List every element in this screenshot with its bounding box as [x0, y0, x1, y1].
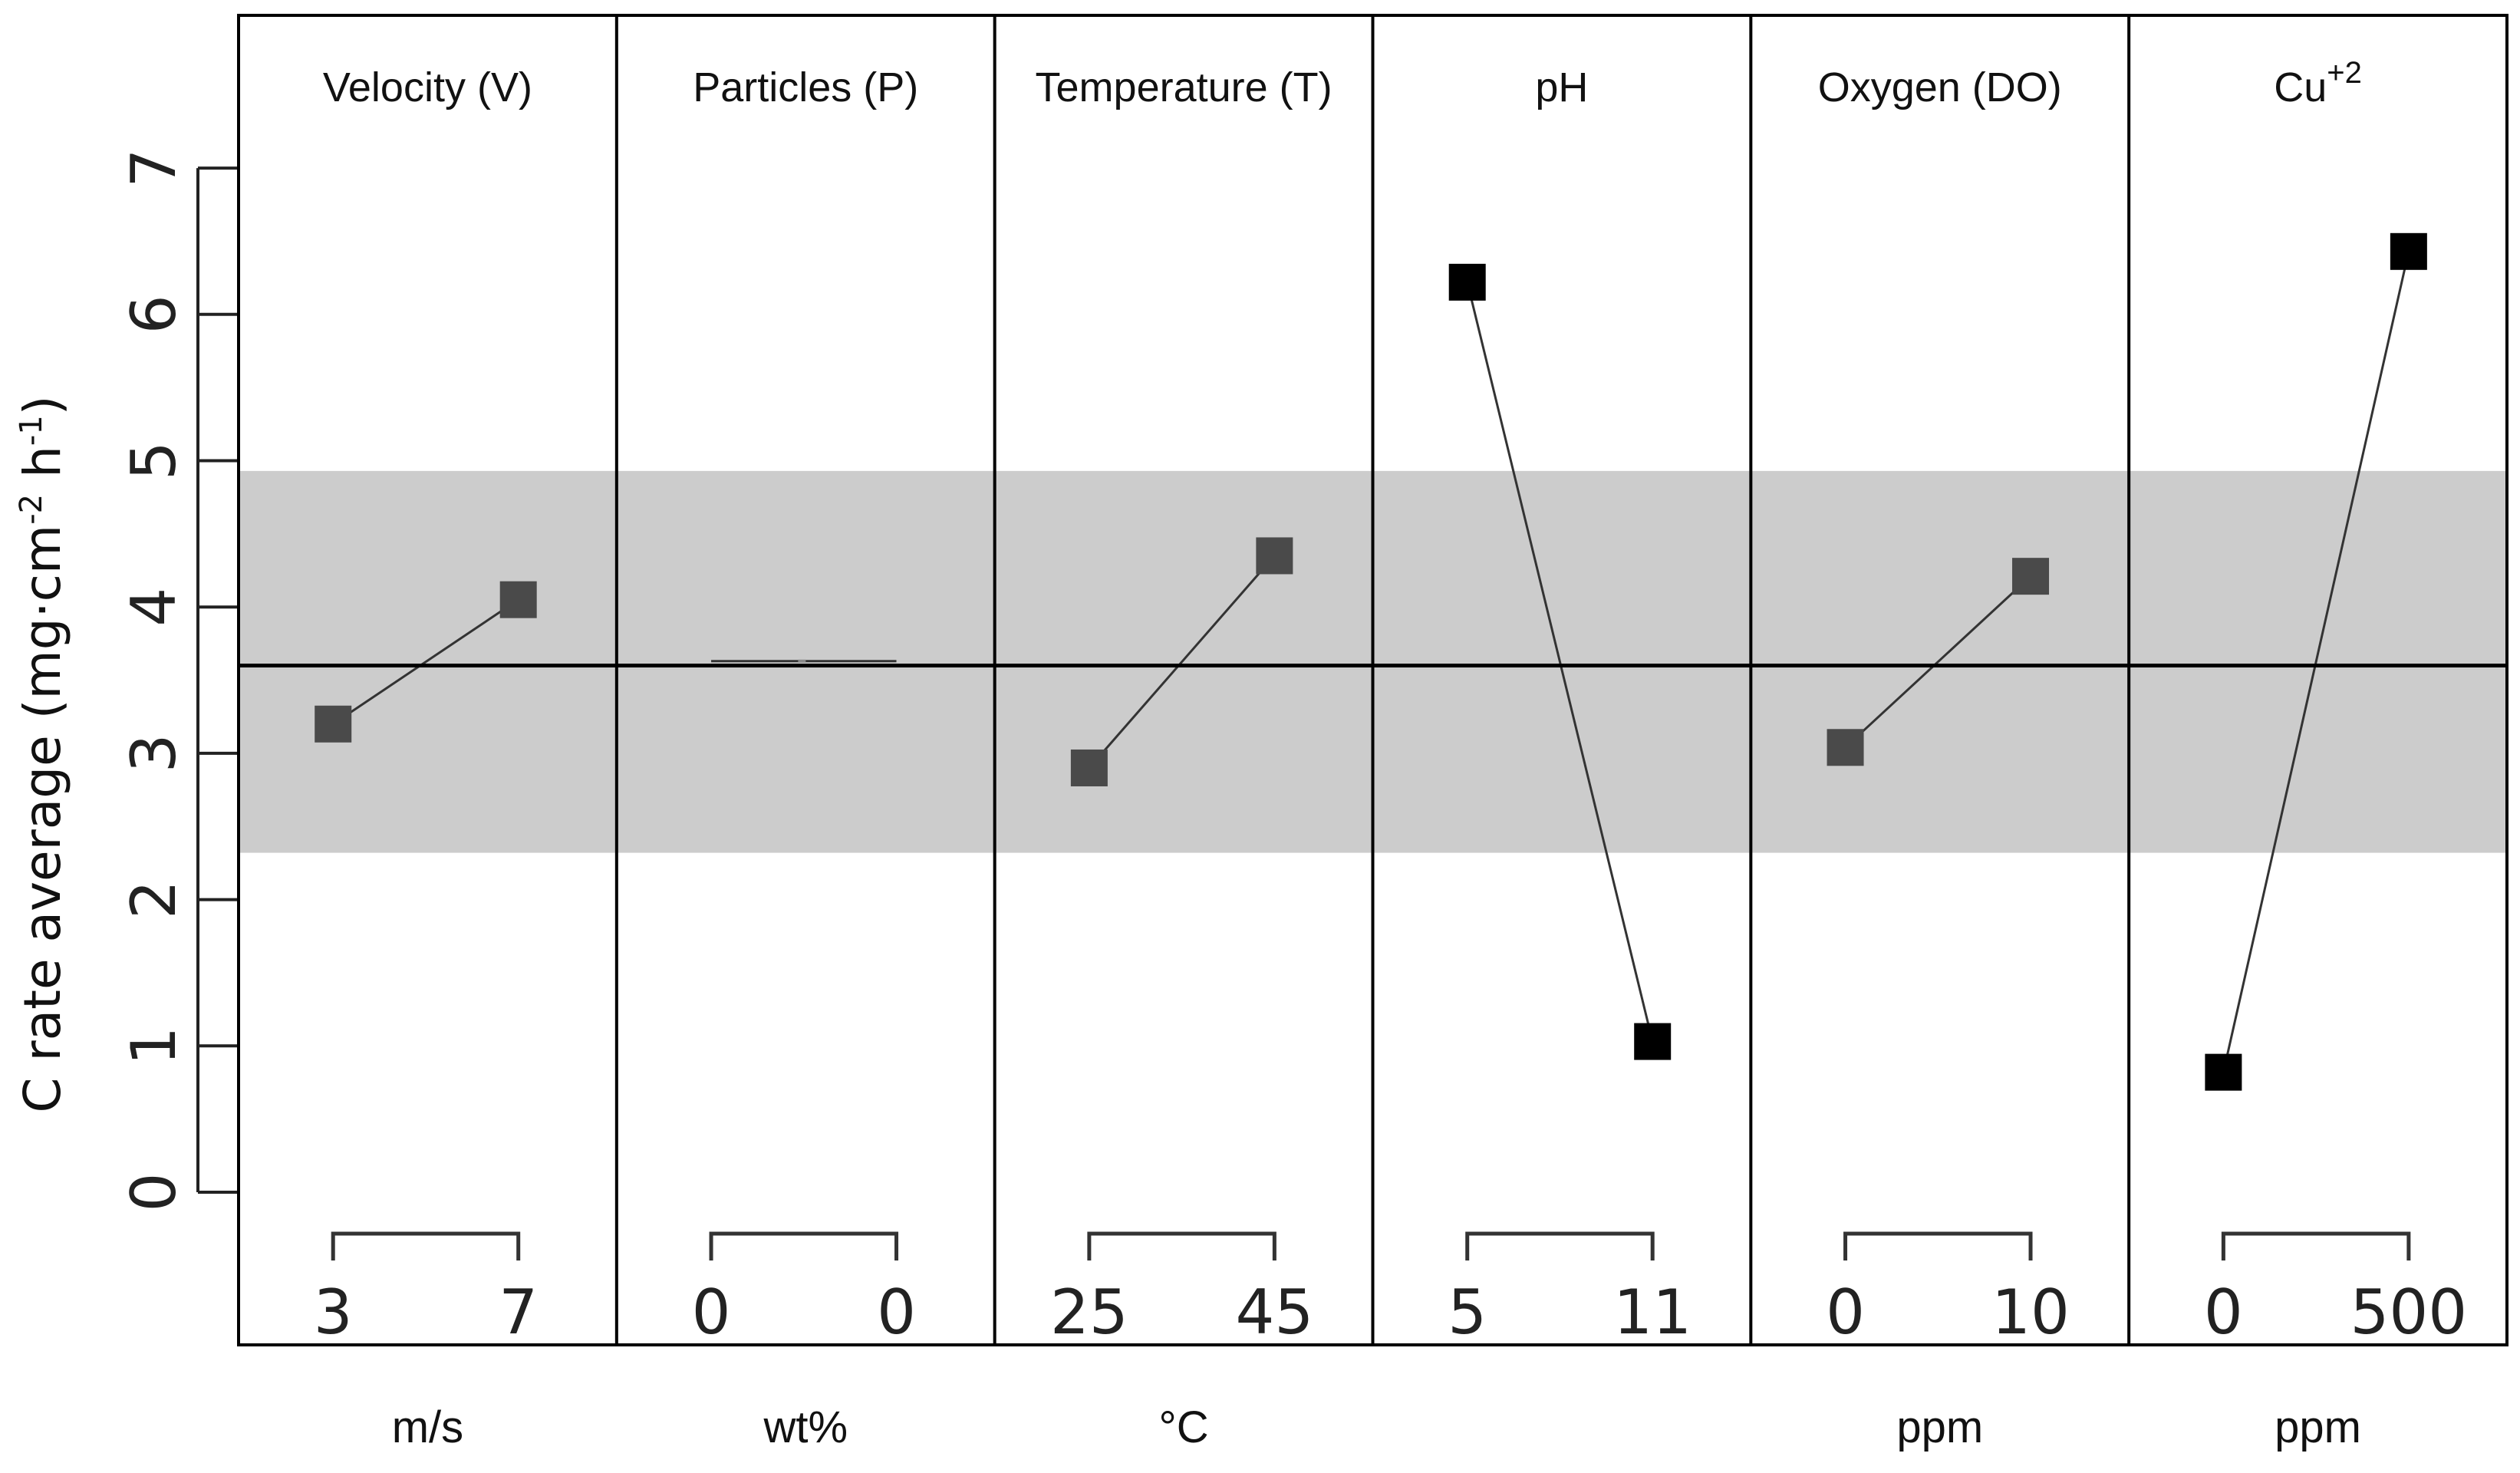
- unit-label: m/s: [392, 1402, 463, 1452]
- y-tick-label: 0: [118, 1173, 189, 1212]
- effect-line: [1466, 282, 1654, 1042]
- data-point: [2205, 1053, 2242, 1091]
- data-point: [315, 705, 352, 743]
- y-tick-label: 1: [118, 1026, 189, 1066]
- unit-label: wt%: [763, 1402, 848, 1452]
- data-point: [1634, 1023, 1672, 1060]
- effect-line: [1844, 575, 2032, 749]
- panel-1: Particles (P) 0 0 wt%: [614, 15, 918, 1452]
- data-point: [798, 659, 806, 663]
- level-label: 45: [1235, 1277, 1313, 1348]
- level-bracket: [2221, 1231, 2411, 1260]
- level-bracket: [1087, 1231, 1276, 1260]
- panel-2: Temperature (T) 25 45 °C: [993, 15, 1332, 1452]
- panel-title: pH: [1535, 64, 1588, 110]
- data-point: [1070, 749, 1108, 786]
- panel-title: Velocity (V): [323, 64, 532, 110]
- y-tick-label: 5: [118, 441, 189, 480]
- level-bracket: [1843, 1231, 2033, 1260]
- level-label: 500: [2350, 1277, 2468, 1348]
- data-point: [1448, 263, 1486, 301]
- level-label: 0: [1826, 1277, 1865, 1348]
- level-label: 0: [692, 1277, 731, 1348]
- data-point: [2012, 558, 2050, 595]
- panel-title: Temperature (T): [1036, 64, 1332, 110]
- level-label: 5: [1448, 1277, 1487, 1348]
- panel-3: pH 5 11: [1371, 15, 1692, 1348]
- plot-frame: [237, 14, 2508, 1346]
- level-label: 0: [877, 1277, 916, 1348]
- level-label: 11: [1613, 1277, 1692, 1348]
- effect-line: [2222, 251, 2410, 1073]
- unit-label: ppm: [2275, 1402, 2361, 1452]
- panel-title: Particles (P): [693, 64, 918, 110]
- unit-label: °C: [1159, 1402, 1209, 1452]
- level-label: 7: [499, 1277, 538, 1348]
- level-label: 25: [1050, 1277, 1128, 1348]
- data-point: [499, 581, 537, 618]
- level-label: 10: [1991, 1277, 2070, 1348]
- unit-label: ppm: [1896, 1402, 1983, 1452]
- panel-5: Cu+2 0 500 ppm: [2127, 15, 2468, 1452]
- panels: Velocity (V) 3 7 m/s Particles (P) 0 0 wt% Tempe…: [314, 15, 2467, 1452]
- level-label: 0: [2204, 1277, 2243, 1348]
- y-axis: 0 1 2 3 4 5 6 7: [118, 149, 238, 1212]
- y-tick-label: 7: [118, 149, 189, 188]
- panel-title: Oxygen (DO): [1818, 64, 2062, 110]
- level-bracket: [331, 1231, 521, 1260]
- y-tick-label: 2: [118, 880, 189, 919]
- y-tick-label: 3: [118, 733, 189, 773]
- effect-line: [1088, 555, 1276, 769]
- panel-0: Velocity (V) 3 7 m/s: [314, 64, 538, 1452]
- data-point: [2390, 232, 2427, 270]
- y-axis-title: C rate average (mg·cm-2 h-1): [13, 395, 72, 1112]
- data-point: [1256, 537, 1293, 575]
- y-tick-label: 6: [118, 295, 189, 334]
- y-tick-label: 4: [118, 588, 189, 627]
- panel-title: Cu+2: [2274, 56, 2362, 110]
- data-point: [1827, 729, 1864, 766]
- panel-4: Oxygen (DO) 0 10 ppm: [1749, 15, 2070, 1452]
- level-label: 3: [314, 1277, 353, 1348]
- level-bracket: [709, 1231, 899, 1260]
- effect-line: [332, 598, 519, 726]
- level-bracket: [1465, 1231, 1655, 1260]
